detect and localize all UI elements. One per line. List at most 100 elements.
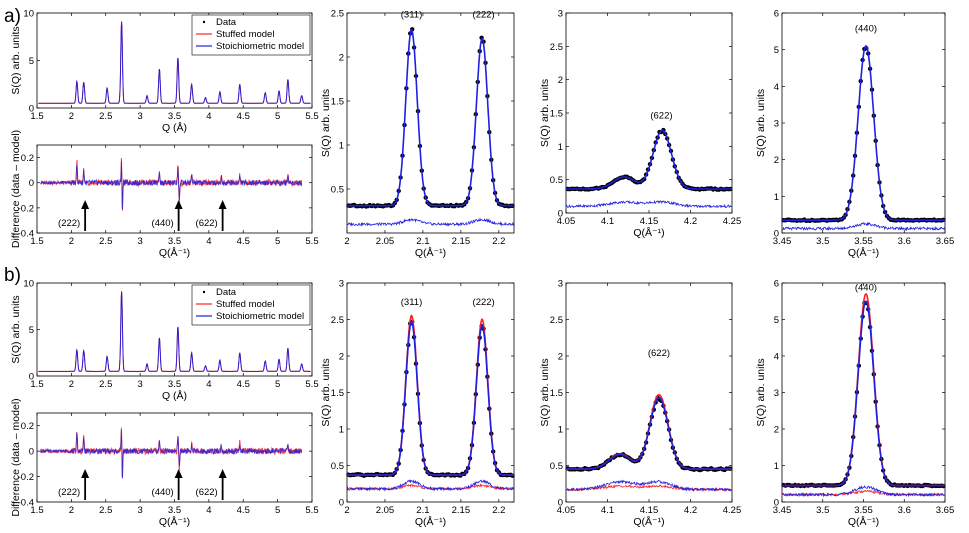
y-tick-label: 0	[339, 498, 344, 509]
y-tick-label: 3	[558, 279, 563, 290]
x-tick-label: 4.5	[237, 111, 250, 122]
y-tick-label: 0	[29, 178, 34, 189]
peak-arrow-head	[174, 200, 183, 209]
y-tick-label: 2	[558, 352, 563, 363]
y-tick-label: -0.4	[18, 229, 34, 240]
x-tick-label: 2	[69, 111, 74, 122]
peak-arrow-label: (222)	[58, 218, 80, 229]
y-tick-label: -0.2	[18, 472, 34, 483]
x-tick-label: 4	[206, 379, 211, 390]
stoichiometric-model-line	[347, 28, 514, 207]
x-tick-label: 2.1	[416, 236, 429, 247]
x-tick-label: 3	[137, 505, 142, 516]
y-tick-label: 1	[339, 141, 344, 152]
y-tick-label: -0.2	[18, 203, 34, 214]
y-tick-label: 0.2	[21, 153, 34, 164]
y-tick-label: 2.5	[331, 315, 344, 326]
y-tick-label: 1.5	[550, 388, 563, 399]
x-tick-label: 3	[137, 236, 142, 247]
y-tick-label: 0.5	[550, 175, 563, 186]
chart-a-311-222: 2 2.05 2.1 2.15 2.2 0.5 1 1.5 2 2.5 Q(Å⁻¹) S(Q) arb…	[320, 9, 515, 259]
y-tick-label: 3	[774, 119, 779, 130]
y-tick-label: 2	[774, 425, 779, 436]
x-tick-label: 4.25	[723, 216, 742, 227]
y-tick-label: 0	[558, 209, 563, 220]
peak-arrow-head	[81, 469, 90, 478]
y-tick-label: 0	[29, 447, 34, 458]
legend-stoich-label: Stoichiometric model	[216, 311, 304, 322]
peak-arrow-head	[81, 200, 90, 209]
y-tick-label: 1	[558, 142, 563, 153]
x-tick-label: 3.45	[773, 236, 792, 247]
y-tick-label: 5	[29, 56, 34, 67]
stoichiometric-model-line	[566, 396, 732, 470]
peak-label: (440)	[855, 282, 877, 293]
x-tick-label: 5	[275, 379, 280, 390]
chart-b-622: 4.05 4.1 4.15 4.2 4.25 0 0.5 1 1.5 2 2.5 3 Q(Å⁻¹) S(Q…	[539, 279, 741, 529]
x-tick-label: 2.5	[99, 236, 112, 247]
x-tick-label: 1.5	[30, 236, 43, 247]
y-tick-label: 0.2	[21, 421, 34, 432]
y-tick-label: 1	[774, 192, 779, 203]
y-tick-label: 0.5	[550, 461, 563, 472]
y-axis-label: S(Q) arb. units	[755, 89, 767, 157]
x-tick-label: 3.65	[936, 236, 955, 247]
x-tick-label: 3	[137, 111, 142, 122]
peak-label: (311)	[401, 9, 422, 20]
peak-arrow-head	[218, 469, 227, 478]
y-tick-label: 1	[558, 425, 563, 436]
y-axis-label: S(Q) arb. units	[10, 295, 22, 363]
x-tick-label: 5.5	[305, 379, 318, 390]
legend-stuffed-label: Stuffed model	[216, 29, 274, 40]
y-tick-label: 5	[774, 315, 779, 326]
y-tick-label: 0.5	[331, 461, 344, 472]
x-tick-label: 3.5	[168, 236, 181, 247]
difference-stoich-line	[781, 221, 946, 232]
x-tick-label: 4.1	[601, 505, 614, 516]
x-tick-label: 2.2	[492, 236, 505, 247]
y-axis-label: S(Q) arb. units	[10, 26, 22, 94]
y-tick-label: 1	[774, 461, 779, 472]
x-axis-label: Q (Å)	[162, 121, 187, 134]
row-label-b: b)	[4, 265, 21, 286]
x-axis-label: Q(Å⁻¹)	[633, 226, 664, 239]
y-tick-label: 0	[558, 498, 563, 509]
chart-a-440: 3.45 3.5 3.55 3.6 3.65 0 1 2 3 4 5 6 Q(Å⁻¹) S(Q) arb.…	[755, 9, 954, 260]
y-tick-label: 6	[774, 9, 779, 20]
y-axis-label: S(Q) arb. units	[539, 79, 551, 147]
legend-data-label: Data	[216, 17, 237, 28]
x-tick-label: 4	[206, 505, 211, 516]
peak-label: (622)	[650, 110, 672, 121]
x-axis-label: Q(Å⁻¹)	[415, 515, 446, 528]
y-axis-label: Difference (data – model)	[10, 130, 22, 248]
peak-label: (222)	[473, 9, 495, 20]
row-label-a: a)	[4, 6, 21, 27]
legend-data-label: Data	[216, 287, 237, 298]
y-tick-label: 0	[29, 372, 34, 383]
x-tick-label: 2.05	[376, 505, 395, 516]
stoichiometric-model-line	[38, 21, 311, 104]
x-axis-label: Q(Å⁻¹)	[159, 246, 190, 259]
x-tick-label: 4.05	[557, 505, 576, 516]
x-tick-label: 2.5	[99, 379, 112, 390]
y-axis-label: S(Q) arb. units	[320, 358, 332, 426]
x-axis-label: Q(Å⁻¹)	[633, 515, 664, 528]
difference-stoich-line	[565, 479, 733, 492]
chart-b-311-222: 2 2.05 2.1 2.15 2.2 0 0.5 1 1.5 2 2.5 3 Q(Å⁻¹) S(Q) a…	[320, 279, 515, 528]
x-tick-label: 2.05	[376, 236, 395, 247]
x-tick-label: 4.5	[237, 379, 250, 390]
x-tick-label: 1.5	[30, 379, 43, 390]
y-tick-label: 10	[23, 279, 34, 290]
legend-box	[191, 284, 311, 326]
y-axis-label: S(Q) arb. units	[320, 89, 332, 157]
peak-label: (440)	[855, 23, 877, 34]
x-tick-label: 5.5	[305, 111, 318, 122]
y-tick-label: 3	[774, 388, 779, 399]
x-tick-label: 5	[275, 505, 280, 516]
x-tick-label: 3.5	[168, 111, 181, 122]
x-tick-label: 5.5	[305, 236, 318, 247]
x-tick-label: 3.5	[816, 236, 829, 247]
x-tick-label: 2.1	[416, 505, 429, 516]
